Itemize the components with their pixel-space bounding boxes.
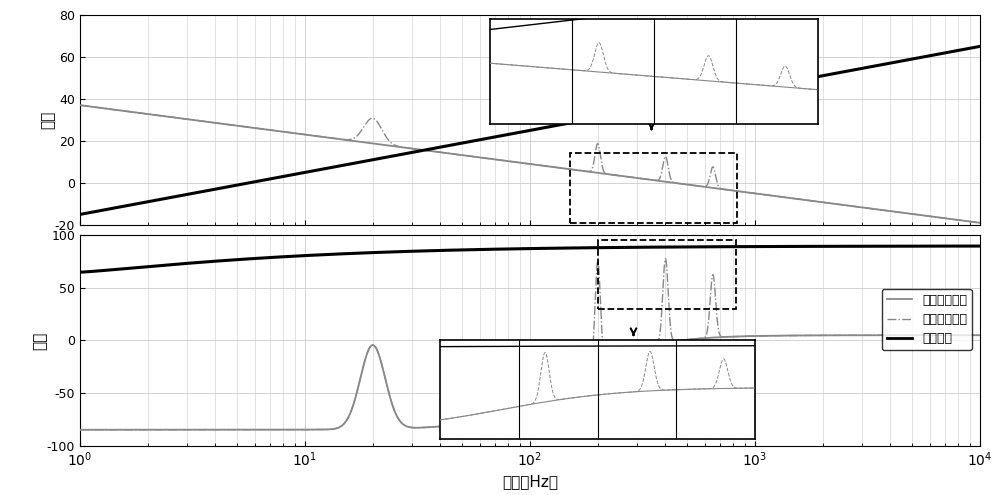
Y-axis label: 相位: 相位: [32, 331, 47, 349]
Bar: [570, 153, 737, 223]
Y-axis label: 幅値: 幅値: [40, 111, 55, 129]
X-axis label: 频率（Hz）: 频率（Hz）: [502, 475, 558, 490]
Bar: [598, 240, 736, 309]
Legend: 风机原始阻抗, 加入虚拟阻抗, 电网阻抗: 风机原始阻抗, 加入虚拟阻抗, 电网阻抗: [882, 289, 972, 350]
